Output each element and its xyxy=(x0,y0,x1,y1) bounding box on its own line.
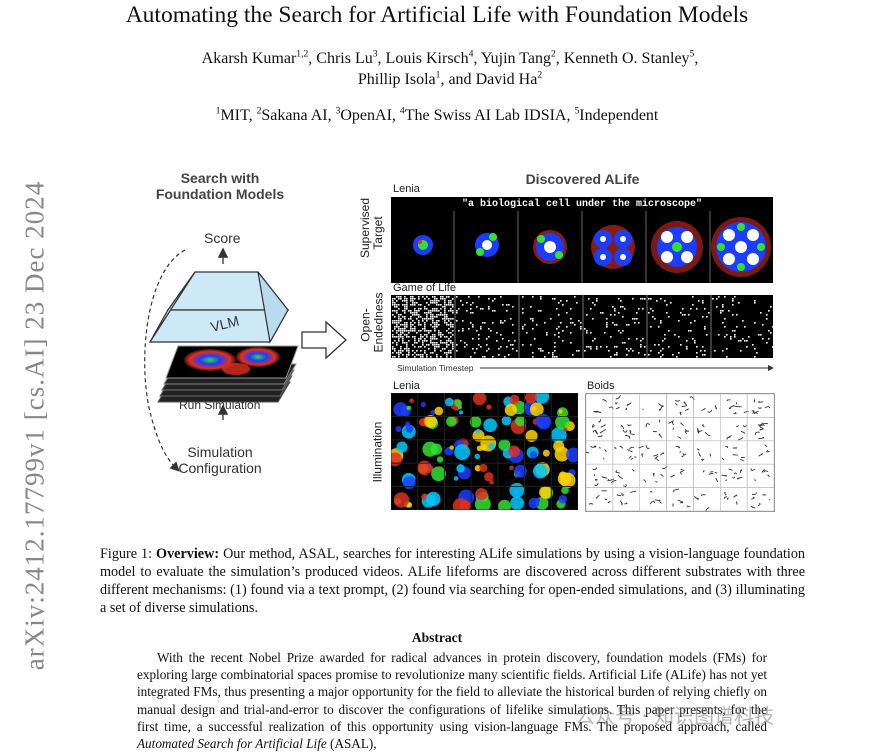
watermark: 公众号 · 知识图谱科技 xyxy=(575,704,775,728)
lenia-illum-label: Lenia xyxy=(393,380,420,392)
timestep-label: Simulation Timestep xyxy=(397,363,474,373)
figure-1: Search with Foundation Models Score xyxy=(0,160,874,520)
supervised-panel: "a biological cell under the microscope" xyxy=(391,197,773,283)
author: Yujin Tang xyxy=(480,50,551,67)
lenia-frame xyxy=(475,211,519,283)
authors-block: Akarsh Kumar1,2, Chris Lu3, Louis Kirsch… xyxy=(201,48,699,88)
boids-grid xyxy=(585,393,775,512)
open-endedness-label: Open- Endedness xyxy=(358,292,386,353)
lenia-grid xyxy=(388,389,581,514)
lenia-frame xyxy=(533,211,583,283)
supervised-target-label: Supervised Target xyxy=(358,197,385,258)
paper-title: Automating the Search for Artificial Lif… xyxy=(125,2,749,28)
author: Louis Kirsch xyxy=(385,50,469,67)
search-diagram: VLM xyxy=(144,247,299,472)
author: David Ha xyxy=(475,71,538,88)
abstract-heading: Abstract xyxy=(411,630,463,645)
author: Chris Lu xyxy=(316,50,373,67)
right-panel-title: Discovered ALife xyxy=(525,171,640,187)
author: Akarsh Kumar xyxy=(201,50,297,67)
prompt-text: "a biological cell under the microscope" xyxy=(461,199,703,210)
gol-sequence xyxy=(392,295,774,358)
lenia-label: Lenia xyxy=(393,183,420,195)
figure-caption: Figure 1: Overview: Our method, ASAL, se… xyxy=(100,546,806,616)
flow-arrow-icon xyxy=(301,320,347,360)
game-of-life-label: Game of Life xyxy=(393,282,456,294)
boids-label: Boids xyxy=(587,380,615,392)
lenia-frame xyxy=(651,211,711,283)
lenia-frame xyxy=(413,211,455,283)
author: Kenneth O. Stanley xyxy=(563,50,690,67)
simulation-config-label: Simulation Configuration xyxy=(178,444,262,476)
loop-arrow xyxy=(144,249,186,472)
abstract-body: With the recent Nobel Prize awarded for … xyxy=(137,650,767,752)
game-of-life-panel xyxy=(391,295,774,358)
boids-illumination-grid xyxy=(585,393,775,512)
author: Phillip Isola xyxy=(357,71,436,88)
timestep-arrow xyxy=(480,365,774,371)
affiliations: 1MIT, 2Sakana AI, 3OpenAI, 4The Swiss AI… xyxy=(215,105,659,124)
run-simulation-label: Run Simulation xyxy=(179,398,261,412)
lenia-illumination-grid xyxy=(388,389,581,514)
frame-stack xyxy=(157,345,299,403)
vlm-block xyxy=(148,271,290,344)
lenia-frame xyxy=(711,217,771,277)
lenia-sequence xyxy=(413,211,771,283)
vlm-label: VLM xyxy=(209,312,241,334)
left-panel-title: Search with Foundation Models xyxy=(155,170,285,202)
score-label: Score xyxy=(204,230,241,246)
illumination-label: Illumination xyxy=(370,421,385,483)
lenia-frame xyxy=(591,211,647,283)
